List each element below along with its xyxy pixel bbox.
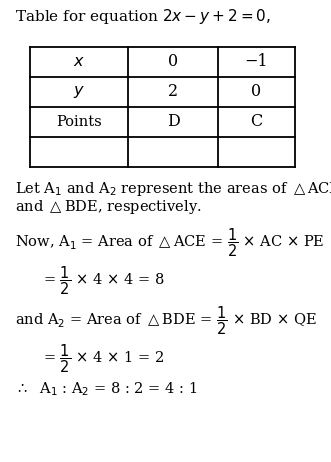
Text: 2: 2 xyxy=(168,84,178,101)
Text: 0: 0 xyxy=(168,54,178,71)
Text: $\therefore$  A$_1$ : A$_2$ = 8 : 2 = 4 : 1: $\therefore$ A$_1$ : A$_2$ = 8 : 2 = 4 :… xyxy=(15,380,198,398)
Text: −1: −1 xyxy=(245,54,268,71)
Text: = $\dfrac{1}{2}$ $\times$ 4 $\times$ 1 = 2: = $\dfrac{1}{2}$ $\times$ 4 $\times$ 1 =… xyxy=(43,342,164,375)
Text: Points: Points xyxy=(56,115,102,129)
Text: Now, A$_1$ = Area of $\triangle$ACE = $\dfrac{1}{2}$ $\times$ AC $\times$ PE: Now, A$_1$ = Area of $\triangle$ACE = $\… xyxy=(15,226,324,259)
Text: $y$: $y$ xyxy=(73,84,85,101)
Text: Table for equation $2x - y + 2 = 0,$: Table for equation $2x - y + 2 = 0,$ xyxy=(15,7,271,26)
Text: $x$: $x$ xyxy=(73,54,85,71)
Text: C: C xyxy=(250,114,262,130)
Text: and A$_2$ = Area of $\triangle$BDE = $\dfrac{1}{2}$ $\times$ BD $\times$ QE: and A$_2$ = Area of $\triangle$BDE = $\d… xyxy=(15,304,317,336)
Text: = $\dfrac{1}{2}$ $\times$ 4 $\times$ 4 = 8: = $\dfrac{1}{2}$ $\times$ 4 $\times$ 4 =… xyxy=(43,264,165,297)
Text: D: D xyxy=(166,114,179,130)
Text: 0: 0 xyxy=(252,84,261,101)
Text: and $\triangle$BDE, respectively.: and $\triangle$BDE, respectively. xyxy=(15,198,202,216)
Text: Let A$_1$ and A$_2$ represent the areas of $\triangle$ACE: Let A$_1$ and A$_2$ represent the areas … xyxy=(15,180,331,198)
